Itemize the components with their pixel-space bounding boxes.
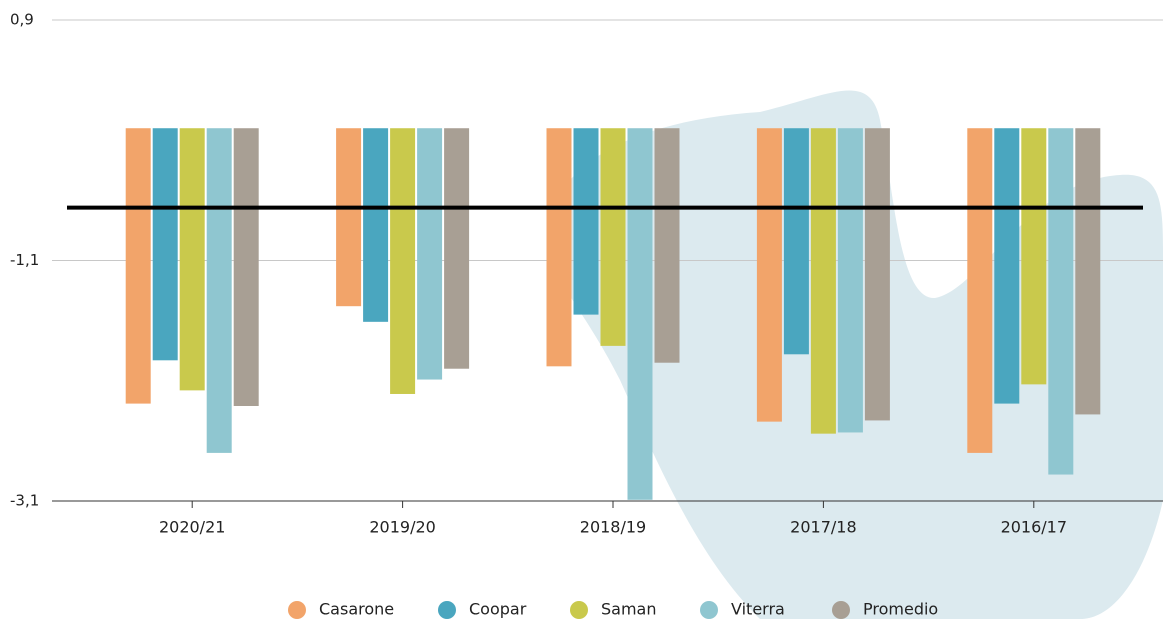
- bar: [336, 128, 362, 307]
- bar: [125, 128, 151, 404]
- bar: [363, 128, 389, 322]
- legend-marker: [832, 601, 850, 619]
- x-tick-label: 2020/21: [159, 518, 225, 537]
- y-tick-label: -3,1: [10, 492, 39, 510]
- bar: [654, 128, 680, 363]
- bar: [756, 128, 782, 422]
- bar: [864, 128, 890, 421]
- x-tick-label: 2018/19: [580, 518, 646, 537]
- bar: [994, 128, 1020, 404]
- legend-marker: [438, 601, 456, 619]
- bar: [783, 128, 809, 355]
- bar: [837, 128, 863, 433]
- legend-label: Promedio: [863, 600, 938, 619]
- legend-marker: [288, 601, 306, 619]
- bar: [600, 128, 626, 346]
- legend-label: Casarone: [319, 600, 394, 619]
- bar: [233, 128, 259, 407]
- x-tick-label: 2017/18: [790, 518, 856, 537]
- legend-label: Viterra: [731, 600, 785, 619]
- y-tick-label: 0,9: [10, 11, 34, 29]
- bar: [206, 128, 232, 453]
- bar: [417, 128, 443, 380]
- legend-label: Saman: [601, 600, 657, 619]
- bar: [179, 128, 205, 391]
- x-tick-label: 2019/20: [369, 518, 435, 537]
- bar: [573, 128, 599, 315]
- bar: [1048, 128, 1074, 475]
- bar: [967, 128, 993, 453]
- x-tick-label: 2016/17: [1001, 518, 1067, 537]
- legend-marker: [570, 601, 588, 619]
- bar: [152, 128, 178, 361]
- bar: [810, 128, 836, 434]
- y-tick-label: -1,1: [10, 251, 39, 269]
- bar: [546, 128, 572, 367]
- legend-label: Coopar: [469, 600, 527, 619]
- bar: [390, 128, 416, 394]
- bar: [444, 128, 470, 369]
- bar: [627, 128, 653, 500]
- bar: [1075, 128, 1101, 415]
- bar: [1021, 128, 1047, 385]
- legend-marker: [700, 601, 718, 619]
